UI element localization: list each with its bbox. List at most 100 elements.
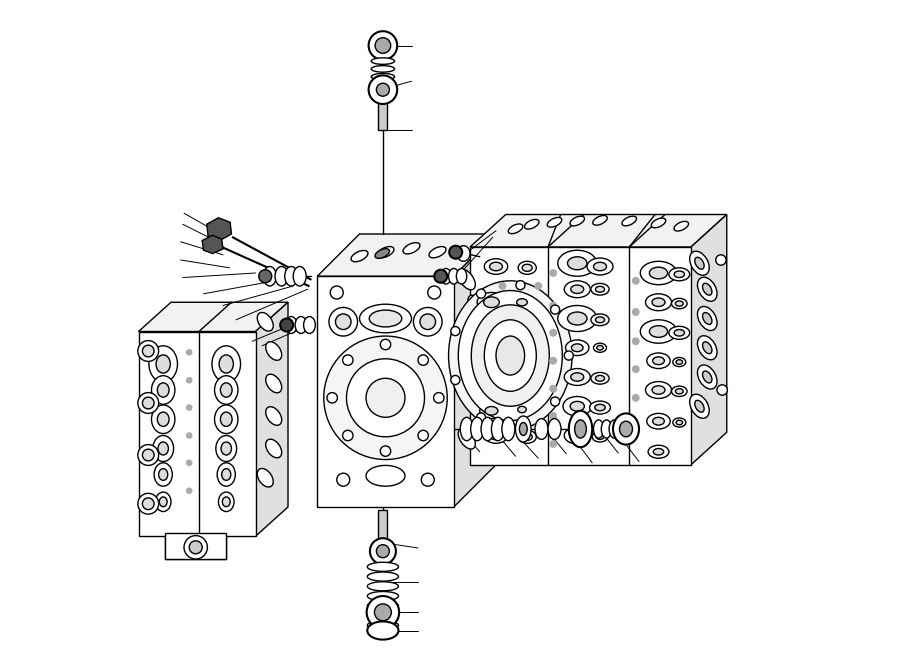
Ellipse shape [266,439,282,458]
Ellipse shape [647,353,670,369]
Ellipse shape [571,344,583,352]
Circle shape [516,421,525,430]
Ellipse shape [371,73,395,80]
Polygon shape [206,218,232,240]
Ellipse shape [673,418,686,427]
Ellipse shape [368,592,398,601]
Ellipse shape [375,249,389,258]
Circle shape [633,366,639,372]
Circle shape [715,255,726,265]
Ellipse shape [258,313,273,331]
Polygon shape [165,533,226,559]
Ellipse shape [645,294,671,311]
Polygon shape [454,234,496,507]
Circle shape [369,31,397,60]
Ellipse shape [596,286,605,292]
Ellipse shape [212,346,241,382]
Ellipse shape [263,266,277,286]
Circle shape [380,446,391,456]
Circle shape [550,270,557,276]
Ellipse shape [216,436,237,461]
Ellipse shape [329,307,358,336]
Circle shape [138,493,159,514]
Circle shape [337,473,350,486]
Ellipse shape [515,416,531,442]
Circle shape [142,449,154,461]
Circle shape [477,413,486,422]
Ellipse shape [286,317,297,333]
Ellipse shape [697,278,717,301]
Circle shape [428,286,441,299]
Circle shape [138,341,159,361]
Circle shape [187,460,192,465]
Ellipse shape [478,292,505,312]
Circle shape [342,430,353,441]
Ellipse shape [547,218,561,227]
Ellipse shape [523,433,532,441]
Ellipse shape [459,269,476,290]
Ellipse shape [151,376,175,404]
Ellipse shape [594,262,606,270]
Ellipse shape [368,562,398,571]
Ellipse shape [613,413,639,445]
Ellipse shape [570,372,584,381]
Ellipse shape [368,611,398,620]
Ellipse shape [214,405,238,434]
Ellipse shape [518,406,526,413]
Ellipse shape [471,305,550,406]
Ellipse shape [158,412,169,426]
Ellipse shape [566,340,589,356]
Circle shape [142,498,154,510]
Ellipse shape [609,420,620,438]
Ellipse shape [569,411,592,447]
Ellipse shape [368,582,398,591]
Ellipse shape [647,413,670,429]
Circle shape [422,473,434,486]
Ellipse shape [219,355,233,373]
Ellipse shape [368,601,398,610]
Ellipse shape [217,463,235,486]
Ellipse shape [703,313,712,324]
Ellipse shape [652,357,664,365]
Ellipse shape [595,404,605,411]
Ellipse shape [368,621,398,640]
Ellipse shape [648,445,669,458]
Ellipse shape [470,417,484,441]
Ellipse shape [620,421,633,437]
Ellipse shape [535,419,548,439]
Circle shape [377,83,389,96]
Circle shape [377,545,389,558]
Ellipse shape [592,432,608,442]
Polygon shape [256,302,288,536]
Ellipse shape [518,261,536,274]
Ellipse shape [564,369,590,385]
Circle shape [550,330,557,336]
Ellipse shape [669,268,689,281]
Ellipse shape [593,216,607,225]
Ellipse shape [496,336,524,375]
Ellipse shape [491,417,505,441]
Circle shape [499,422,505,429]
Circle shape [477,289,486,298]
Ellipse shape [697,336,717,359]
Ellipse shape [221,412,232,426]
Polygon shape [378,91,387,130]
Circle shape [187,405,192,410]
Ellipse shape [563,396,592,416]
Ellipse shape [151,405,175,434]
Ellipse shape [414,307,442,336]
Circle shape [535,422,542,429]
Ellipse shape [420,314,435,330]
Ellipse shape [429,246,446,258]
Ellipse shape [323,336,447,460]
Ellipse shape [158,383,169,397]
Circle shape [184,536,207,559]
Ellipse shape [335,314,351,330]
Ellipse shape [347,359,424,437]
Circle shape [551,305,560,314]
Circle shape [499,283,505,289]
Polygon shape [317,276,454,507]
Ellipse shape [222,469,231,480]
Ellipse shape [371,58,395,64]
Circle shape [280,318,293,332]
